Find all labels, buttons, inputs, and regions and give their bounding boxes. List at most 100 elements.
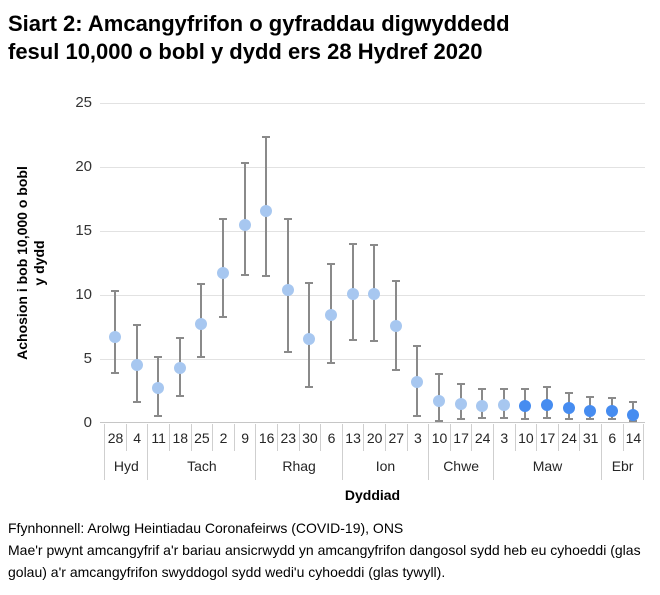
data-point xyxy=(173,361,186,374)
y-tick-label: 10 xyxy=(75,286,92,303)
error-bar-cap-top xyxy=(132,324,141,327)
data-point xyxy=(584,405,597,418)
data-point xyxy=(152,382,165,395)
error-bar-cap-bottom xyxy=(413,414,422,417)
error-bar-cap-top xyxy=(521,388,530,391)
error-bar-cap-top xyxy=(197,283,206,286)
y-tick-label: 20 xyxy=(75,158,92,175)
error-bar-cap-top xyxy=(607,397,616,400)
error-bar-cap-bottom xyxy=(175,395,184,398)
month-label: Maw xyxy=(493,451,601,480)
error-bar-cap-top xyxy=(564,392,573,395)
date-tick-label: 3 xyxy=(493,424,515,451)
error-bar-cap-bottom xyxy=(543,417,551,420)
date-tick-label: 17 xyxy=(536,424,558,451)
data-point xyxy=(260,204,273,217)
date-tick-label: 9 xyxy=(233,424,256,451)
month-label: Ebr xyxy=(601,451,645,480)
error-bar-cap-top xyxy=(499,388,508,391)
date-tick-label: 27 xyxy=(385,424,407,451)
data-point xyxy=(454,397,467,410)
date-tick-label: 4 xyxy=(125,424,148,451)
data-point xyxy=(476,400,489,413)
error-bar-cap-top xyxy=(543,385,551,388)
error-bar-cap-top xyxy=(283,218,292,221)
error-bar-cap-top xyxy=(175,337,184,340)
month-label: Hyd xyxy=(104,451,147,480)
date-tick-label: 2 xyxy=(212,424,234,451)
error-bar-cap-bottom xyxy=(435,419,443,422)
month-label: Ion xyxy=(341,451,428,480)
x-axis-title: Dyddiad xyxy=(344,487,401,503)
data-point xyxy=(605,405,618,418)
error-bar-cap-bottom xyxy=(262,275,271,278)
date-tick-label: 6 xyxy=(320,424,342,451)
error-bar-cap-bottom xyxy=(327,362,335,365)
month-label: Chwe xyxy=(428,451,493,480)
gridline xyxy=(100,103,645,104)
error-bar-cap-bottom xyxy=(219,316,227,319)
data-point xyxy=(497,399,510,412)
error-bar-cap-top xyxy=(586,396,595,399)
date-tick-label: 10 xyxy=(428,424,450,451)
data-point xyxy=(562,401,575,414)
date-tick-label: 30 xyxy=(298,424,321,451)
footer-note: Mae'r pwynt amcangyfrif a'r bariau ansic… xyxy=(8,542,641,580)
chart-title-line2: fesul 10,000 o bobl y dydd ers 28 Hydref… xyxy=(8,39,483,64)
y-tick-label: 0 xyxy=(83,414,92,431)
data-point xyxy=(325,309,337,322)
date-tick-label: 16 xyxy=(255,424,277,451)
error-bar-cap-top xyxy=(154,356,163,359)
error-bar-cap-bottom xyxy=(132,400,141,403)
data-point xyxy=(541,399,553,412)
data-point xyxy=(411,376,424,389)
error-bar-cap-top xyxy=(348,242,357,245)
date-tick-label: 25 xyxy=(190,424,213,451)
data-point xyxy=(217,267,229,280)
error-bar-cap-bottom xyxy=(111,372,119,375)
error-bar-cap-bottom xyxy=(456,418,465,421)
plot-area xyxy=(100,103,645,423)
month-label: Tach xyxy=(147,451,255,480)
data-point xyxy=(346,287,359,300)
error-bar-cap-bottom xyxy=(154,414,163,417)
error-bar-cap-top xyxy=(413,344,422,347)
y-tick-label: 5 xyxy=(83,350,92,367)
error-bar-cap-bottom xyxy=(370,340,379,343)
footer-source: Ffynhonnell: Arolwg Heintiadau Coronafei… xyxy=(8,520,404,536)
error-bar-cap-bottom xyxy=(607,418,616,421)
error-bar-cap-top xyxy=(456,383,465,386)
date-tick-label: 3 xyxy=(406,424,429,451)
date-tick-label: 17 xyxy=(449,424,472,451)
error-bar-cap-top xyxy=(370,243,379,246)
error-bar-cap-bottom xyxy=(564,418,573,421)
error-bar-cap-bottom xyxy=(240,273,249,276)
y-tick-label: 15 xyxy=(75,222,92,239)
gridline xyxy=(100,231,645,232)
error-bar-cap-top xyxy=(629,401,638,404)
data-point xyxy=(627,409,640,422)
error-bar-cap-top xyxy=(391,279,400,282)
error-bar-cap-bottom xyxy=(478,417,487,420)
data-point xyxy=(281,283,294,296)
error-bar-cap-top xyxy=(435,373,443,376)
x-axis: 28 4 11 18 25 2 9 16 23 30 6 13 20 27 3 10 17 24 3 10 17 24 31… xyxy=(100,424,645,480)
error-bar-cap-top xyxy=(305,282,314,285)
data-point xyxy=(303,332,316,345)
footer: Ffynhonnell: Arolwg Heintiadau Coronafei… xyxy=(8,517,656,583)
date-tick-label: 24 xyxy=(471,424,493,451)
date-tick-label: 14 xyxy=(622,424,645,451)
x-axis-domain-line xyxy=(100,422,645,423)
data-point xyxy=(368,287,381,300)
date-tick-label: 18 xyxy=(169,424,191,451)
date-tick-label: 20 xyxy=(363,424,385,451)
data-point xyxy=(238,218,251,231)
month-label: Rhag xyxy=(255,451,341,480)
error-bar-cap-bottom xyxy=(521,418,530,421)
date-tick-label: 31 xyxy=(579,424,601,451)
gridline xyxy=(100,359,645,360)
error-bar-cap-top xyxy=(478,388,487,391)
data-point xyxy=(130,359,143,372)
data-point xyxy=(109,331,121,344)
